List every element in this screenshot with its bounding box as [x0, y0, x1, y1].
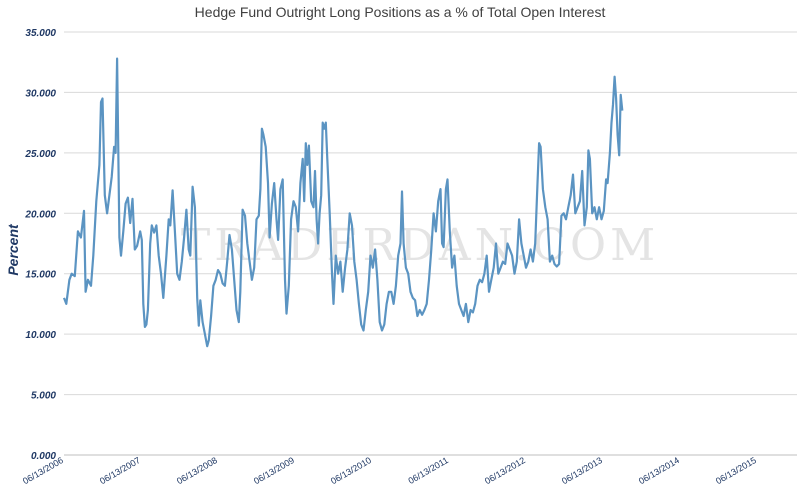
x-axis-ticks: 06/13/2006 06/13/2007 06/13/2008 06/13/2009…	[21, 455, 758, 486]
x-tick-label: 06/13/2010	[329, 455, 373, 486]
y-tick-label: 15.000	[25, 270, 56, 281]
x-tick-label: 06/13/2012	[483, 455, 527, 486]
y-tick-label: 20.000	[24, 209, 56, 220]
watermark: TRADERDAN.COM	[181, 220, 659, 271]
x-tick-label: 06/13/2009	[252, 455, 296, 486]
y-axis-ticks: 0.000 5.000 10.000 15.000 20.000 25.000 30.000…	[24, 28, 56, 462]
y-axis-label: Percent	[5, 223, 21, 276]
y-tick-label: 10.000	[25, 330, 56, 341]
y-tick-label: 0.000	[31, 451, 56, 462]
x-tick-label: 06/13/2008	[175, 455, 219, 486]
x-tick-label: 06/13/2007	[98, 455, 142, 486]
y-tick-label: 30.000	[25, 88, 56, 99]
y-tick-label: 35.000	[25, 28, 56, 39]
series-line	[62, 57, 624, 348]
x-tick-label: 06/13/2015	[714, 455, 758, 486]
x-tick-label: 06/13/2014	[637, 455, 681, 486]
x-tick-label: 06/13/2011	[407, 455, 450, 486]
chart-title: Hedge Fund Outright Long Positions as a …	[194, 4, 606, 20]
y-tick-label: 25.000	[24, 149, 56, 160]
y-tick-label: 5.000	[31, 391, 56, 402]
x-tick-label: 06/13/2013	[560, 455, 604, 486]
